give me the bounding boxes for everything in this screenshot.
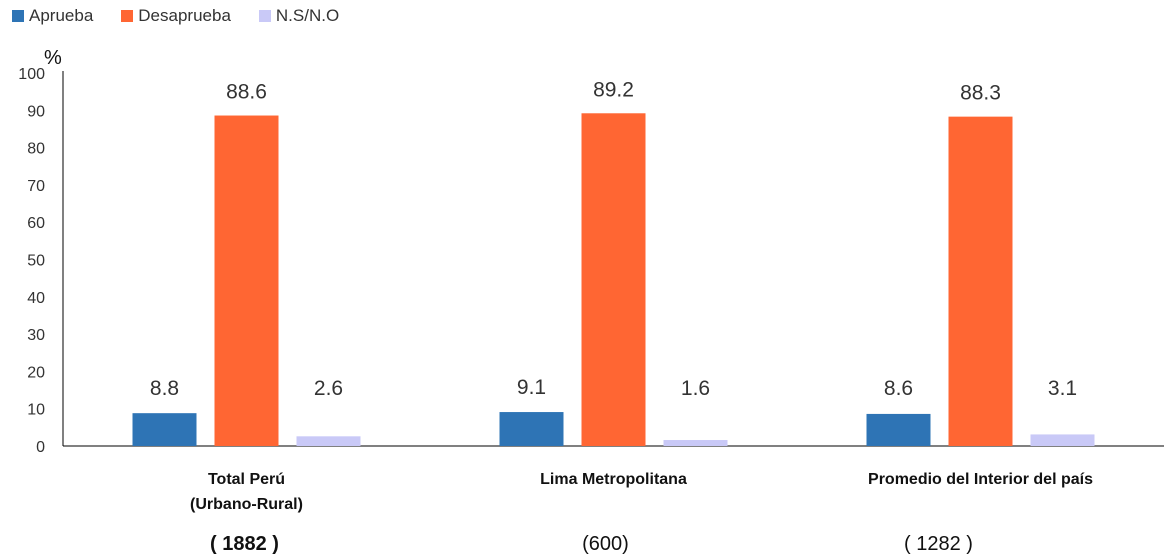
data-label-n-s-n-o: 3.1 <box>1048 377 1077 400</box>
bar-n-s-n-o <box>663 440 728 446</box>
legend-item-aprueba: Aprueba <box>12 6 93 26</box>
legend-item-desaprueba: Desaprueba <box>121 6 231 26</box>
bar-desaprueba <box>581 113 646 446</box>
chart-legend: Aprueba Desaprueba N.S/N.O <box>12 6 339 26</box>
bar-aprueba <box>866 413 931 446</box>
data-label-n-s-n-o: 1.6 <box>681 377 710 400</box>
bar-aprueba <box>132 413 197 446</box>
legend-swatch-ns-no <box>258 10 271 22</box>
y-axis-label: % <box>44 47 62 69</box>
bar-aprueba <box>499 412 564 446</box>
legend-label-ns-no: N.S/N.O <box>275 6 340 25</box>
data-label-desaprueba: 89.2 <box>593 78 634 101</box>
sample-size-label: ( 1882 ) <box>210 533 279 555</box>
sample-size-label: (600) <box>582 533 629 555</box>
data-label-aprueba: 8.6 <box>884 377 913 400</box>
y-tick-label: 10 <box>27 402 45 419</box>
sample-size-label: ( 1282 ) <box>904 533 973 555</box>
data-label-n-s-n-o: 2.6 <box>314 377 343 400</box>
y-tick-label: 50 <box>27 253 45 270</box>
bar-desaprueba <box>214 115 279 446</box>
x-category-label: (Urbano-Rural) <box>190 496 303 513</box>
y-tick-label: 80 <box>27 141 45 158</box>
y-tick-label: 40 <box>27 290 45 307</box>
y-tick-label: 100 <box>18 66 45 83</box>
y-tick-label: 70 <box>27 178 45 195</box>
bar-n-s-n-o <box>296 436 361 446</box>
y-tick-label: 90 <box>27 103 45 120</box>
legend-label-desaprueba: Desaprueba <box>138 6 231 25</box>
y-tick-label: 30 <box>27 327 45 344</box>
x-category-label: Total Perú <box>208 471 285 488</box>
data-label-desaprueba: 88.3 <box>960 82 1001 105</box>
legend-label-aprueba: Aprueba <box>29 6 94 25</box>
y-tick-label: 0 <box>36 439 45 456</box>
x-category-label: Lima Metropolitana <box>540 471 687 488</box>
bar-desaprueba <box>948 116 1013 447</box>
x-category-label: Promedio del Interior del país <box>868 471 1093 488</box>
legend-swatch-desaprueba <box>121 10 134 22</box>
legend-swatch-aprueba <box>12 10 24 22</box>
y-tick-label: 20 <box>27 364 45 381</box>
bar-n-s-n-o <box>1030 434 1095 446</box>
data-label-aprueba: 9.1 <box>517 376 546 399</box>
data-label-aprueba: 8.8 <box>150 377 179 400</box>
legend-item-ns-no: N.S/N.O <box>258 6 340 26</box>
data-label-desaprueba: 88.6 <box>226 81 267 104</box>
y-tick-label: 60 <box>27 215 45 232</box>
